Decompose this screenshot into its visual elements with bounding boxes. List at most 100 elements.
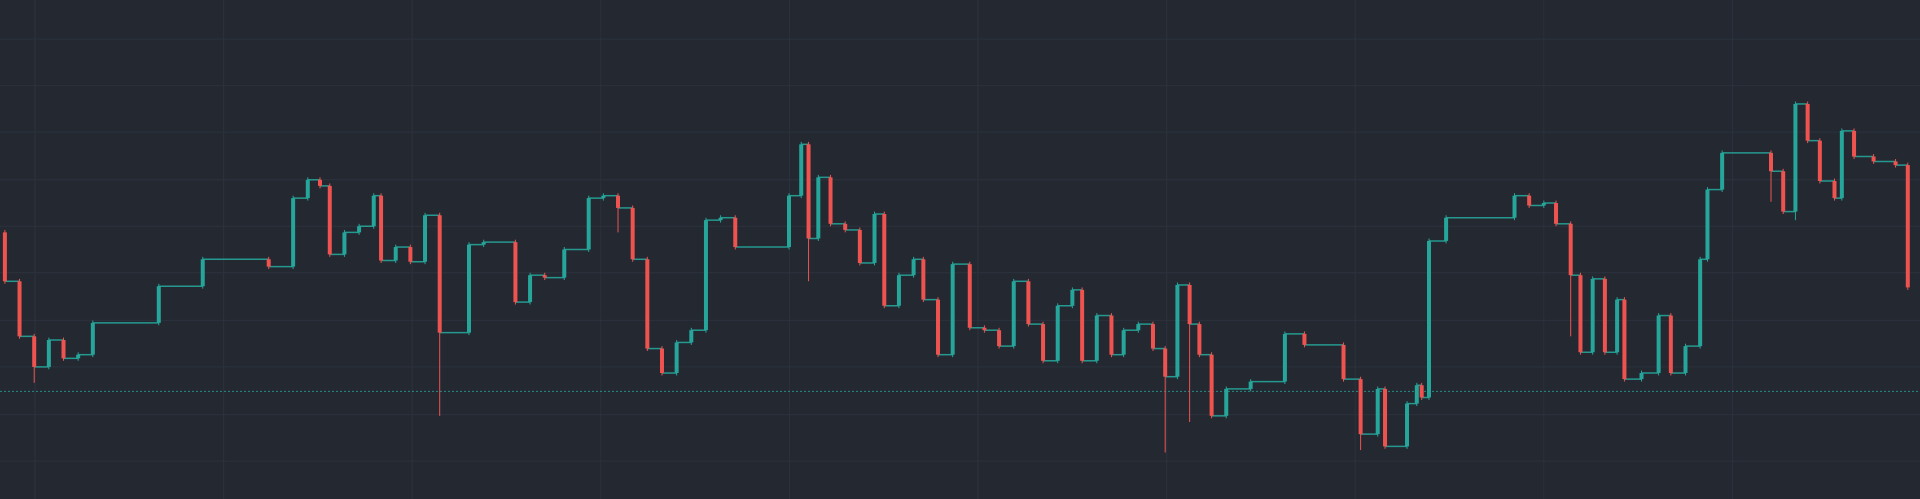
candle-body: [379, 195, 384, 261]
candle-body: [266, 259, 271, 267]
candle-body: [1163, 348, 1168, 377]
candle-body: [542, 275, 547, 278]
candle-body: [90, 322, 95, 355]
candle-body: [1832, 181, 1837, 199]
candle-body: [882, 214, 887, 306]
candle-body: [1871, 156, 1876, 162]
candle-body: [291, 198, 296, 267]
candle-body: [872, 214, 877, 263]
candle-body: [843, 223, 848, 230]
candle-body: [1905, 165, 1910, 288]
candle-body: [1568, 223, 1573, 276]
candle-body: [305, 179, 310, 199]
candle-body: [1427, 240, 1432, 398]
candle-body: [371, 195, 376, 227]
candle-body: [1080, 289, 1085, 361]
candle-body: [17, 281, 22, 337]
candle-body: [1578, 275, 1583, 353]
candle-body: [1341, 344, 1346, 380]
candle-body: [318, 179, 322, 186]
candle-body: [1209, 354, 1214, 416]
candle-body: [1541, 203, 1546, 206]
candle-body: [630, 207, 635, 260]
candle-body: [1248, 381, 1253, 389]
candle-body: [1615, 299, 1620, 353]
candle-body: [921, 259, 926, 300]
candle-body: [1224, 388, 1229, 416]
candle-body: [1070, 289, 1075, 306]
candle-body: [393, 247, 398, 261]
candle-body: [1150, 324, 1155, 349]
candle-body: [659, 348, 664, 374]
candle-body: [1602, 278, 1607, 353]
candle-body: [689, 330, 694, 343]
candle-body: [1705, 189, 1710, 260]
candle-body: [327, 185, 332, 255]
candle-body: [1768, 152, 1773, 172]
candle-body: [342, 232, 347, 255]
candle-body: [1175, 284, 1180, 377]
candle-body: [562, 249, 567, 278]
candle-body: [1197, 324, 1202, 355]
candle-body: [1668, 315, 1673, 374]
candle-body: [437, 215, 442, 333]
candle-body: [1444, 217, 1449, 241]
candle-body: [1781, 171, 1786, 212]
candle-body: [1839, 130, 1844, 199]
candle-body: [46, 340, 51, 367]
candle-body: [1011, 281, 1016, 347]
candle-body: [601, 195, 606, 199]
candle-body: [1698, 259, 1703, 347]
candle-body: [513, 242, 518, 303]
candle-body: [481, 242, 486, 245]
candle-body: [1527, 195, 1532, 206]
candle-body: [423, 215, 428, 262]
candle-body: [982, 327, 987, 331]
candle-body: [674, 342, 679, 374]
candle-body: [1656, 315, 1661, 374]
candle-body: [1282, 333, 1287, 382]
candle-body: [799, 144, 804, 196]
candle-body: [408, 247, 413, 262]
candle-body: [733, 217, 738, 248]
candle-body: [1302, 333, 1307, 345]
candle-body: [787, 195, 792, 248]
candle-body: [467, 244, 472, 333]
candle-body: [1121, 330, 1126, 355]
candle-body: [1419, 385, 1424, 398]
candle-body: [1187, 284, 1192, 325]
candle-body: [156, 286, 161, 323]
candle-body: [616, 195, 621, 208]
candle-body: [896, 275, 901, 306]
candle-body: [1683, 346, 1688, 374]
candle-body: [1136, 324, 1141, 331]
candle-body: [703, 220, 708, 331]
candle-body: [1094, 315, 1099, 361]
candle-body: [911, 259, 916, 276]
candle-body: [1375, 388, 1380, 435]
candle-body: [1720, 152, 1725, 190]
candle-body: [1852, 130, 1857, 157]
candle-body: [1639, 373, 1644, 380]
candle-body: [1622, 299, 1627, 380]
candle-body: [2, 232, 7, 282]
candle-body: [1805, 103, 1810, 141]
candle-body: [1383, 388, 1388, 447]
candle-body: [718, 217, 723, 221]
candle-body: [806, 144, 811, 239]
candle-body: [1109, 315, 1114, 355]
candle-body: [936, 299, 941, 355]
candle-body: [200, 259, 205, 287]
candle-body: [1817, 140, 1822, 182]
candle-body: [1358, 379, 1363, 435]
candle-body: [828, 177, 833, 224]
candle-body: [61, 340, 66, 359]
candle-body: [1512, 195, 1517, 218]
candle-body: [357, 226, 362, 233]
candle-body: [967, 264, 972, 328]
candle-body: [528, 275, 533, 303]
candle-body: [1554, 203, 1559, 224]
candle-body: [1026, 281, 1031, 325]
candle-body: [1414, 385, 1419, 404]
